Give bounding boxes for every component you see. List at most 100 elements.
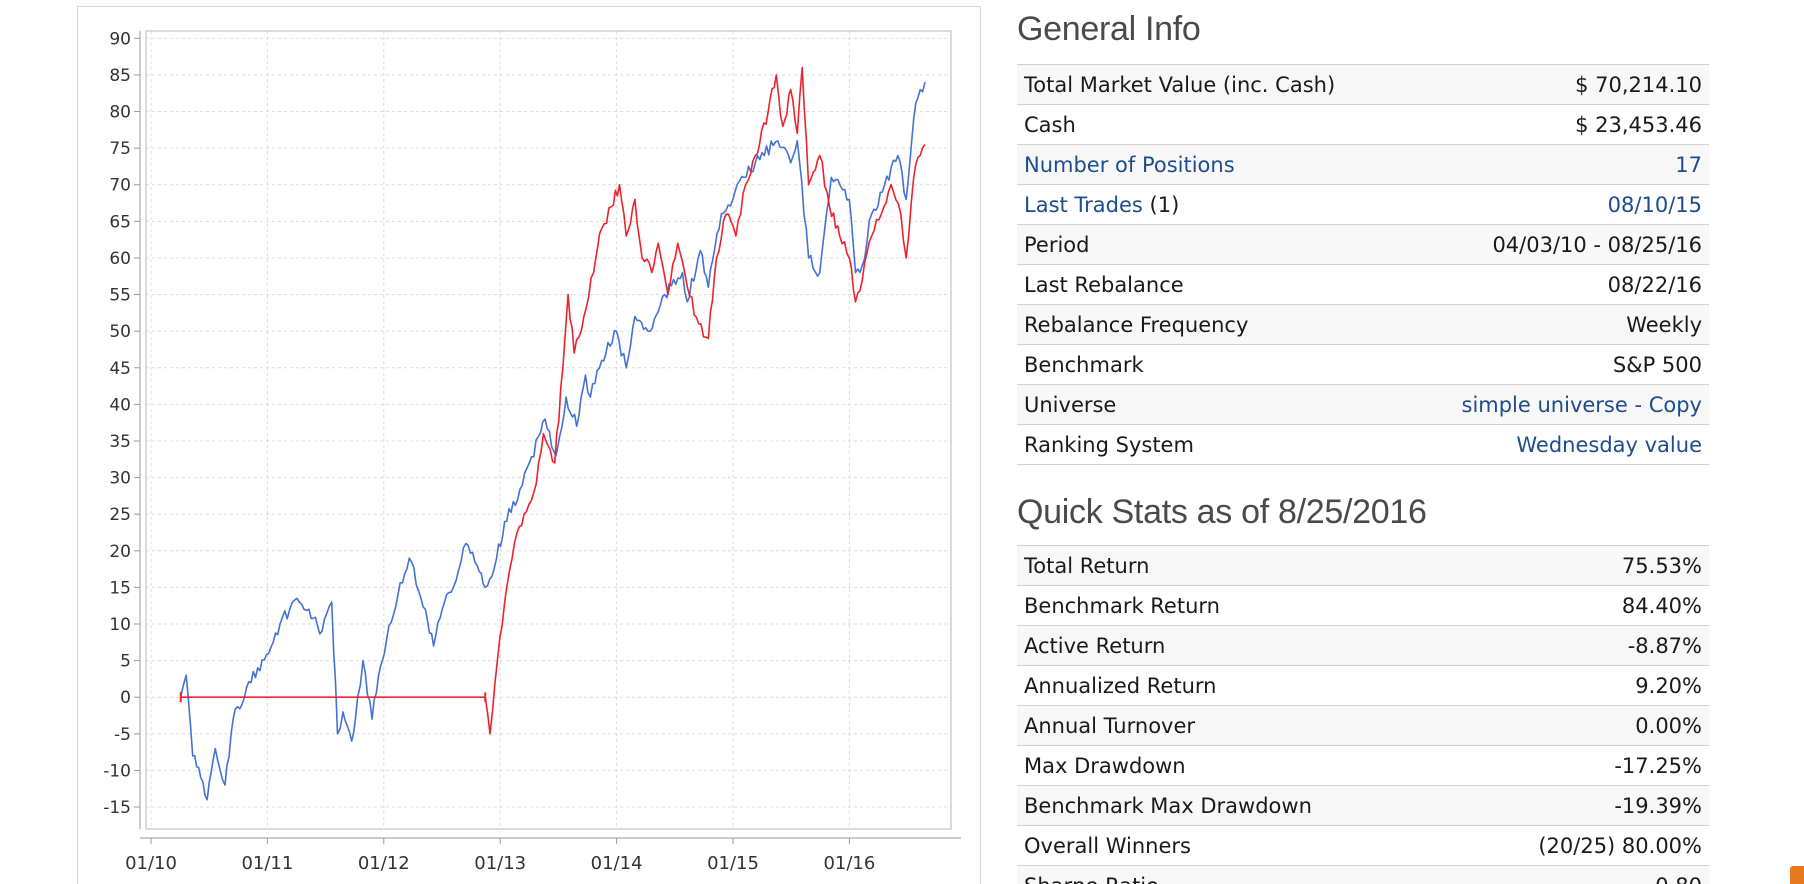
table-row: Annual Turnover 0.00% [1017, 705, 1709, 746]
table-row: Rebalance Frequency Weekly [1017, 304, 1709, 345]
table-row: Annualized Return 9.20% [1017, 665, 1709, 706]
row-label: Rebalance Frequency [1017, 304, 1406, 345]
row-value: -17.25% [1452, 745, 1709, 786]
chart-axes: 908580757065605550454035302520151050-5-1… [103, 29, 961, 874]
chart-series [179, 66, 926, 801]
row-label: Ranking System [1017, 424, 1406, 465]
y-tick-label: 25 [109, 505, 131, 525]
table-row: Last Rebalance 08/22/16 [1017, 264, 1709, 305]
chart-grid [146, 31, 951, 829]
y-tick-label: 45 [109, 359, 131, 379]
series-line [180, 66, 926, 735]
row-label: Total Return [1017, 545, 1453, 586]
row-label: Max Drawdown [1017, 745, 1453, 786]
row-label: Annual Turnover [1017, 705, 1453, 746]
row-label: Total Market Value (inc. Cash) [1017, 64, 1406, 105]
ranking-system-link[interactable]: Wednesday value [1516, 432, 1702, 457]
y-tick-label: 85 [109, 66, 131, 86]
last-trades-count: (1) [1142, 192, 1180, 217]
row-value: 0.80 [1452, 865, 1709, 884]
row-value: $ 70,214.10 [1405, 64, 1709, 105]
row-value: 0.00% [1452, 705, 1709, 746]
row-label: Active Return [1017, 625, 1453, 666]
row-label: Benchmark Return [1017, 585, 1453, 626]
x-tick-label: 01/14 [591, 853, 643, 874]
row-value: 84.40% [1452, 585, 1709, 626]
table-row: Overall Winners (20/25) 80.00% [1017, 825, 1709, 866]
y-tick-label: 40 [109, 395, 131, 415]
y-tick-label: 5 [120, 652, 131, 672]
row-label: Benchmark [1017, 344, 1406, 385]
y-tick-label: 75 [109, 139, 131, 159]
quick-stats-title: Quick Stats as of 8/25/2016 [1017, 493, 1427, 531]
y-tick-label: 90 [109, 29, 131, 49]
y-tick-label: 20 [109, 542, 131, 562]
row-value: $ 23,453.46 [1405, 104, 1709, 145]
y-tick-label: -5 [114, 725, 131, 745]
universe-link[interactable]: simple universe - Copy [1461, 392, 1703, 417]
y-tick-label: 0 [120, 688, 131, 708]
x-tick-label: 01/10 [125, 853, 177, 874]
plot-frame [145, 30, 952, 830]
table-row: Benchmark Max Drawdown -19.39% [1017, 785, 1709, 826]
row-value: (20/25) 80.00% [1452, 825, 1709, 866]
table-row: Max Drawdown -17.25% [1017, 745, 1709, 786]
y-tick-label: 60 [109, 249, 131, 269]
row-label: Cash [1017, 104, 1406, 145]
y-tick-label: 50 [109, 322, 131, 342]
row-label: Last Rebalance [1017, 264, 1406, 305]
table-row: Last Trades (1) 08/10/15 [1017, 184, 1709, 225]
table-row: Universe simple universe - Copy [1017, 384, 1709, 425]
info-panel: General Info Total Market Value (inc. Ca… [1017, 0, 1709, 884]
last-trades-link[interactable]: Last Trades [1024, 192, 1143, 217]
row-value: -19.39% [1452, 785, 1709, 826]
row-value: 75.53% [1452, 545, 1709, 586]
row-label: Benchmark Max Drawdown [1017, 785, 1453, 826]
last-trades-date-link[interactable]: 08/10/15 [1607, 192, 1702, 217]
row-value: S&P 500 [1405, 344, 1709, 385]
table-row: Total Return 75.53% [1017, 545, 1709, 586]
x-tick-label: 01/13 [474, 853, 526, 874]
table-row: Period 04/03/10 - 08/25/16 [1017, 224, 1709, 265]
table-row: Ranking System Wednesday value [1017, 424, 1709, 465]
table-row: Total Market Value (inc. Cash) $ 70,214.… [1017, 64, 1709, 105]
y-tick-label: 35 [109, 432, 131, 452]
y-tick-label: -10 [103, 761, 131, 781]
row-label: Annualized Return [1017, 665, 1453, 706]
feedback-tab[interactable] [1790, 866, 1804, 884]
row-value: Weekly [1405, 304, 1709, 345]
table-row: Sharpe Ratio 0.80 [1017, 865, 1709, 884]
number-of-positions-link[interactable]: Number of Positions [1024, 152, 1235, 177]
row-label: Overall Winners [1017, 825, 1453, 866]
general-info-title: General Info [1017, 10, 1201, 48]
table-row: Number of Positions 17 [1017, 144, 1709, 185]
x-tick-label: 01/16 [823, 853, 875, 874]
x-tick-label: 01/12 [358, 853, 410, 874]
row-label: Universe [1017, 384, 1406, 425]
y-tick-label: 70 [109, 176, 131, 196]
row-label: Period [1017, 224, 1406, 265]
y-tick-label: 55 [109, 286, 131, 306]
table-row: Active Return -8.87% [1017, 625, 1709, 666]
table-row: Cash $ 23,453.46 [1017, 104, 1709, 145]
row-value: 9.20% [1452, 665, 1709, 706]
performance-chart-panel: 90 85 80 75 70 65 60 55 50 45 40 35 30 25 20 15 10 5 0 -5 -1… [77, 6, 981, 884]
x-tick-label: 01/11 [241, 853, 293, 874]
x-tick-label: 01/15 [707, 853, 759, 874]
row-value: 04/03/10 - 08/25/16 [1405, 224, 1709, 265]
table-row: Benchmark S&P 500 [1017, 344, 1709, 385]
row-value: -8.87% [1452, 625, 1709, 666]
general-info-table: Total Market Value (inc. Cash) $ 70,214.… [1017, 64, 1709, 465]
positions-count-link[interactable]: 17 [1675, 152, 1702, 177]
y-tick-label: 30 [109, 469, 131, 489]
table-row: Benchmark Return 84.40% [1017, 585, 1709, 626]
y-tick-label: 15 [109, 578, 131, 598]
row-value: 08/22/16 [1405, 264, 1709, 305]
quick-stats-table: Total Return 75.53% Benchmark Return 84.… [1017, 545, 1709, 884]
y-tick-label: 10 [109, 615, 131, 635]
y-tick-label: -15 [103, 798, 131, 818]
y-tick-label: 80 [109, 103, 131, 123]
performance-chart: 908580757065605550454035302520151050-5-1… [103, 29, 961, 874]
y-tick-label: 65 [109, 212, 131, 232]
row-label: Sharpe Ratio [1017, 865, 1453, 884]
